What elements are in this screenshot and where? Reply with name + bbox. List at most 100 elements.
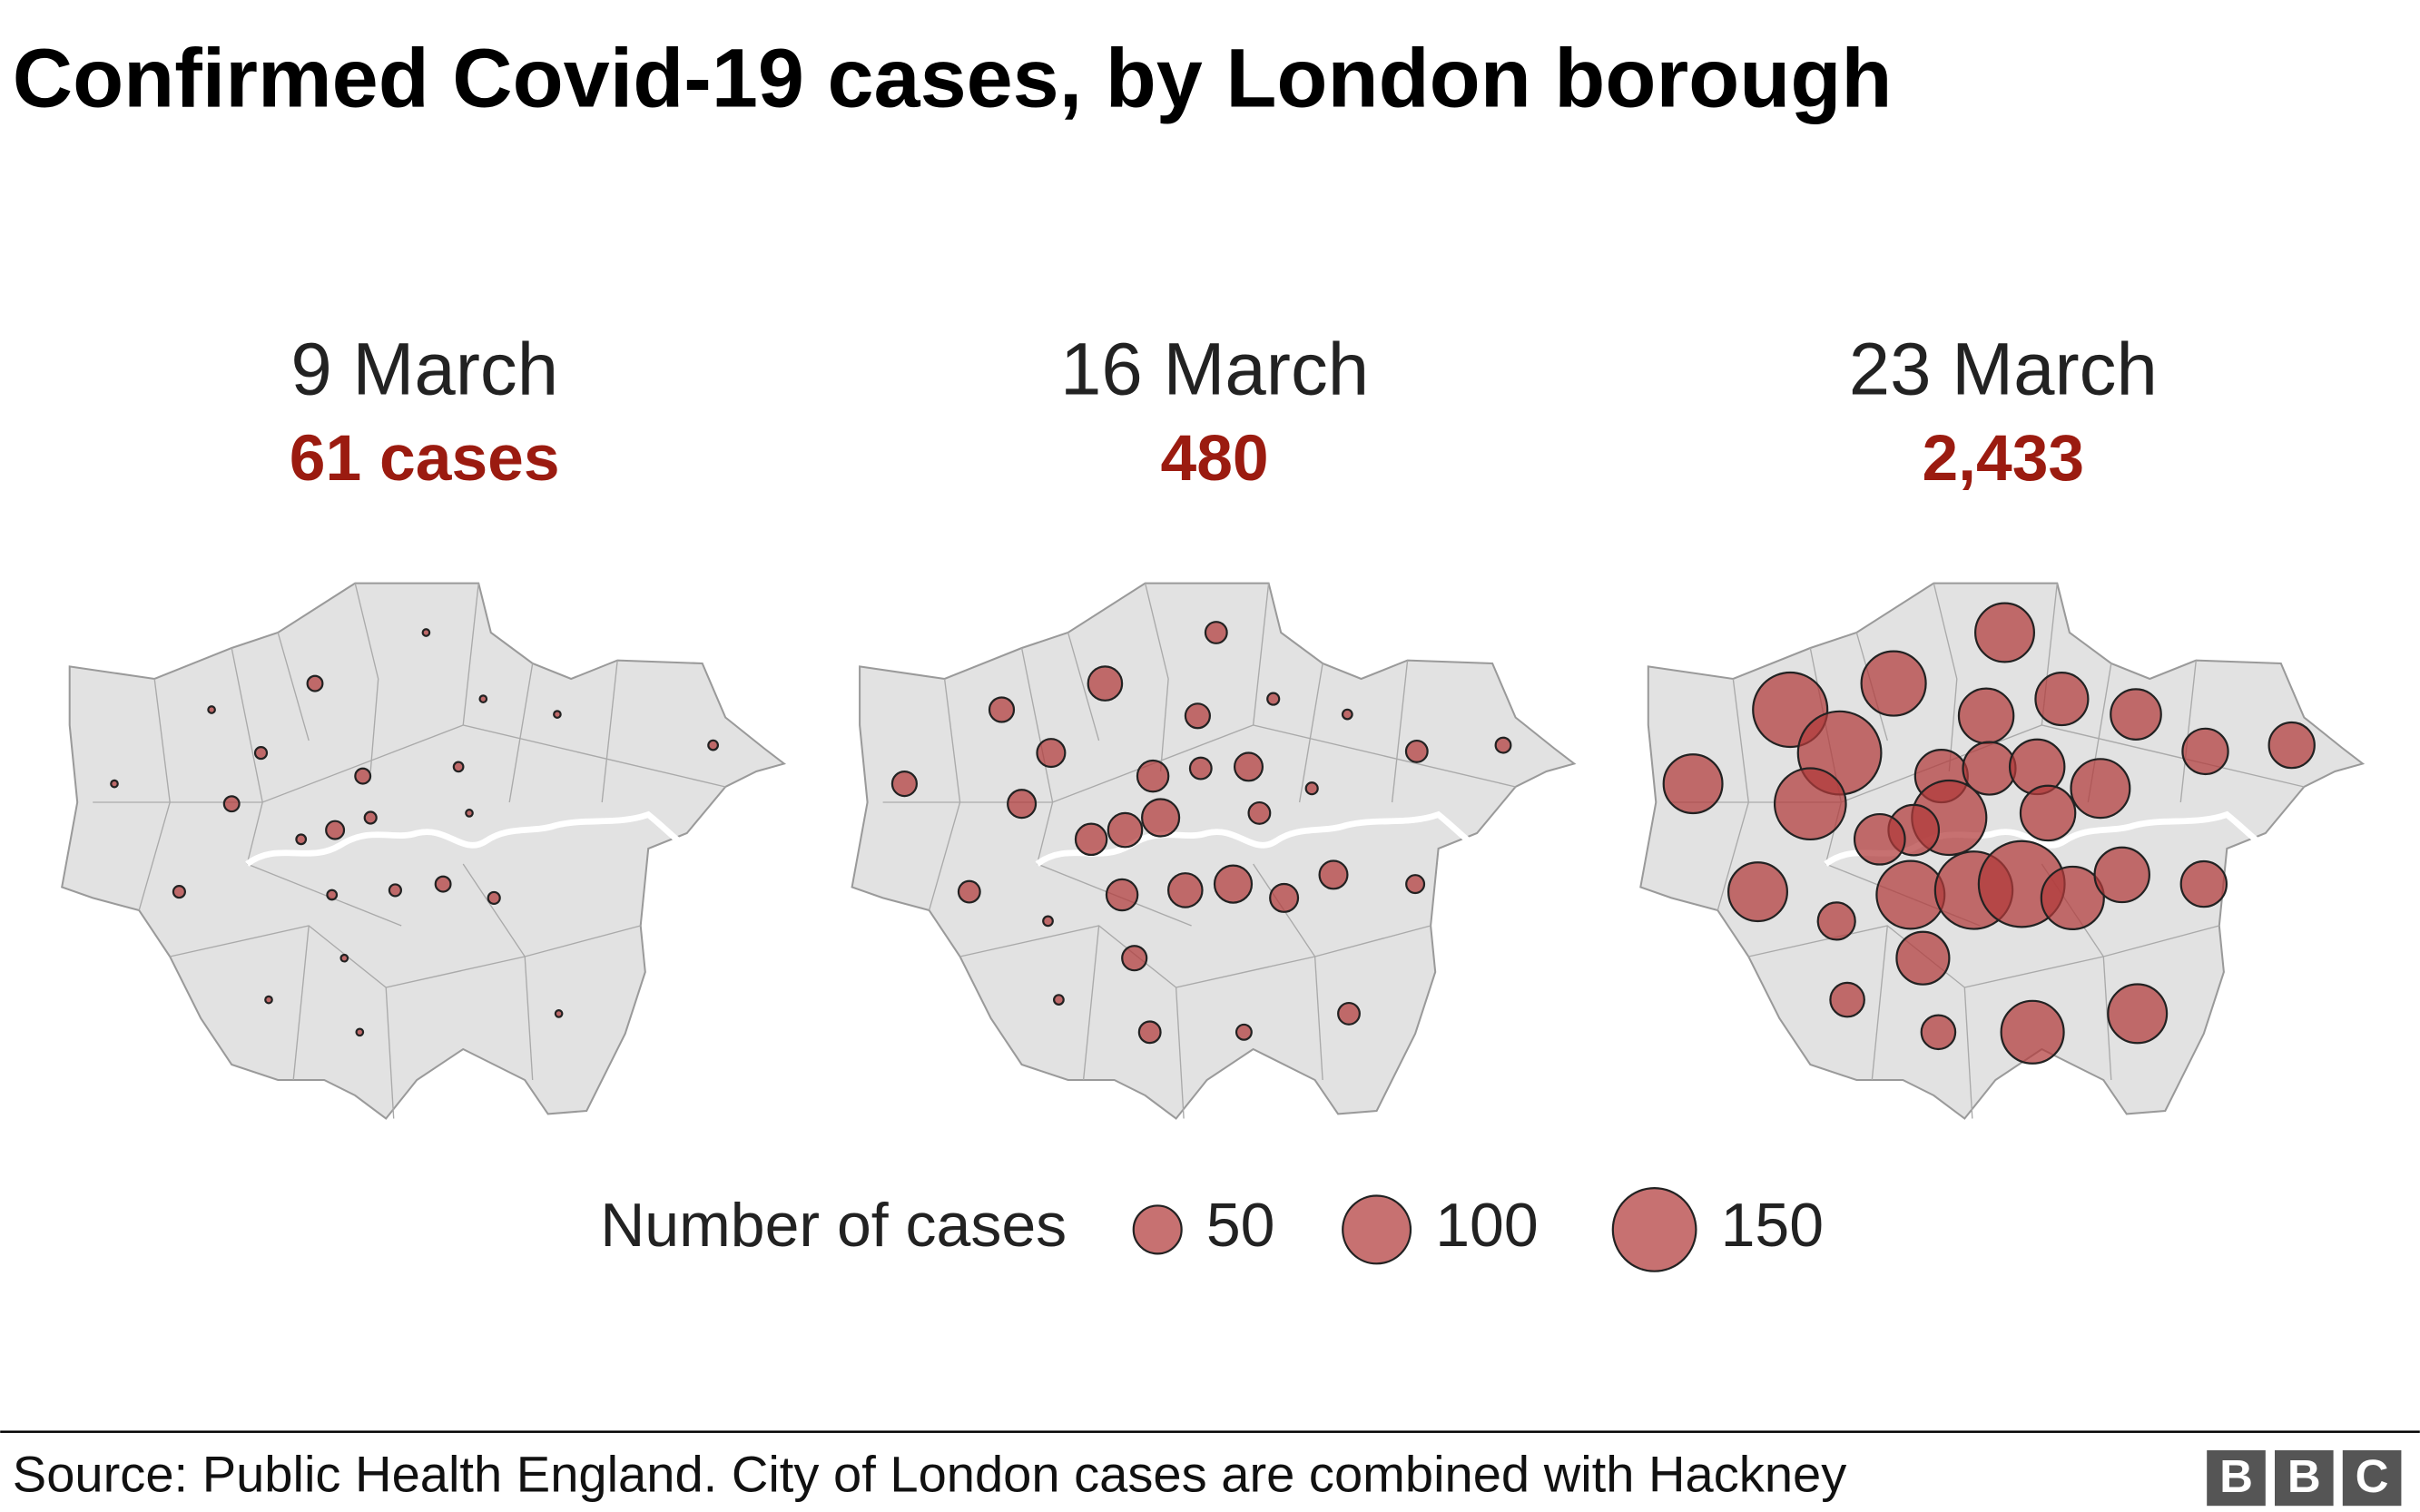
legend-label: 150 bbox=[1721, 1191, 1824, 1260]
borough-map bbox=[62, 584, 784, 1119]
case-bubble bbox=[1213, 864, 1254, 904]
case-bubble bbox=[1318, 859, 1349, 890]
case-bubble bbox=[1121, 945, 1148, 972]
case-bubble bbox=[1087, 665, 1124, 702]
case-bubble bbox=[1266, 692, 1281, 706]
case-bubble bbox=[1337, 1001, 1361, 1026]
case-bubble bbox=[1494, 736, 1512, 754]
case-bubble bbox=[388, 883, 402, 898]
case-bubble bbox=[2110, 688, 2162, 741]
legend-bubble bbox=[1611, 1186, 1697, 1272]
case-bubble bbox=[1727, 861, 1788, 923]
case-bubble bbox=[1304, 781, 1319, 796]
case-bubble bbox=[1269, 882, 1300, 913]
case-bubble bbox=[1405, 874, 1426, 895]
case-bubble bbox=[1204, 621, 1228, 644]
case-bubble bbox=[1136, 759, 1170, 793]
panel-total: 2,433 bbox=[1922, 422, 2084, 495]
case-bubble bbox=[1404, 739, 1429, 763]
case-bubble bbox=[207, 705, 216, 714]
case-bubble bbox=[355, 1027, 365, 1037]
borough-map bbox=[852, 584, 1575, 1119]
case-bubble bbox=[707, 739, 719, 751]
case-bubble bbox=[2008, 738, 2066, 796]
case-bubble bbox=[1341, 708, 1353, 721]
panel-total: 480 bbox=[1161, 422, 1269, 495]
case-bubble bbox=[1235, 1023, 1253, 1041]
case-bubble bbox=[326, 889, 339, 901]
case-bubble bbox=[264, 995, 273, 1005]
case-bubble bbox=[1188, 756, 1213, 781]
case-bubble bbox=[487, 890, 501, 905]
case-bubble bbox=[2179, 859, 2228, 908]
case-bubble bbox=[339, 953, 349, 963]
case-bubble bbox=[1233, 751, 1264, 782]
legend-label: 100 bbox=[1435, 1191, 1538, 1260]
logo-letter: B bbox=[2287, 1450, 2321, 1502]
logo-letter: C bbox=[2356, 1450, 2389, 1502]
case-bubble bbox=[2107, 983, 2169, 1045]
logo-letter: B bbox=[2219, 1450, 2253, 1502]
case-bubble bbox=[1166, 872, 1204, 908]
case-bubble bbox=[553, 710, 562, 719]
case-bubble bbox=[2181, 727, 2229, 776]
case-bubble bbox=[2070, 758, 2131, 820]
case-bubble bbox=[2093, 846, 2150, 904]
case-bubble bbox=[1137, 1020, 1162, 1045]
case-bubble bbox=[1053, 994, 1065, 1006]
case-bubble bbox=[1042, 915, 1054, 928]
case-bubble bbox=[465, 809, 474, 818]
case-bubble bbox=[1662, 753, 1724, 815]
case-bubble bbox=[1829, 981, 1865, 1018]
case-bubble bbox=[1007, 789, 1038, 820]
case-bubble bbox=[1816, 901, 1856, 941]
case-bubble bbox=[988, 696, 1016, 723]
case-bubble bbox=[1895, 930, 1951, 986]
case-bubble bbox=[2000, 999, 2065, 1065]
case-bubble bbox=[110, 779, 119, 789]
case-bubble bbox=[1141, 798, 1181, 838]
case-bubble bbox=[2268, 721, 2316, 770]
source: Source: Public Health England. City of L… bbox=[13, 1445, 1846, 1502]
case-bubble bbox=[554, 1009, 564, 1018]
case-bubble bbox=[452, 761, 465, 773]
case-bubble bbox=[1773, 767, 1847, 841]
case-bubble bbox=[1853, 812, 1906, 866]
case-bubble bbox=[172, 885, 186, 899]
legend-label: 50 bbox=[1206, 1191, 1275, 1260]
case-bubble bbox=[1184, 702, 1211, 730]
case-bubble bbox=[434, 875, 452, 893]
case-bubble bbox=[1105, 878, 1139, 912]
case-bubble bbox=[354, 767, 372, 785]
case-bubble bbox=[1875, 859, 1946, 930]
case-bubble bbox=[478, 694, 488, 703]
panel-date: 9 March bbox=[290, 329, 558, 411]
case-bubble bbox=[2040, 865, 2105, 930]
case-bubble bbox=[1074, 822, 1108, 857]
legend-title: Number of cases bbox=[600, 1191, 1067, 1260]
case-bubble bbox=[306, 674, 324, 692]
case-bubble bbox=[1036, 738, 1067, 769]
case-bubble bbox=[2034, 672, 2090, 727]
case-bubble bbox=[1920, 1014, 1957, 1051]
case-bubble bbox=[1974, 602, 2035, 663]
case-bubble bbox=[957, 879, 981, 904]
case-bubble bbox=[295, 833, 308, 846]
case-bubble bbox=[2019, 784, 2077, 842]
case-bubble bbox=[1860, 650, 1927, 717]
case-bubble bbox=[325, 820, 346, 840]
legend-bubble bbox=[1342, 1194, 1412, 1265]
case-bubble bbox=[1107, 811, 1144, 849]
case-bubble bbox=[253, 746, 269, 761]
panel-total: 61 cases bbox=[290, 422, 560, 495]
case-bubble bbox=[1957, 687, 2015, 745]
case-bubble bbox=[421, 628, 431, 637]
chart-title: Confirmed Covid-19 cases, by London boro… bbox=[13, 33, 1893, 125]
panel-date: 16 March bbox=[1060, 329, 1369, 411]
panel-date: 23 March bbox=[1849, 329, 2158, 411]
legend-bubble bbox=[1132, 1204, 1183, 1255]
case-bubble bbox=[363, 810, 378, 825]
case-bubble bbox=[890, 771, 918, 798]
case-bubble bbox=[222, 795, 241, 813]
